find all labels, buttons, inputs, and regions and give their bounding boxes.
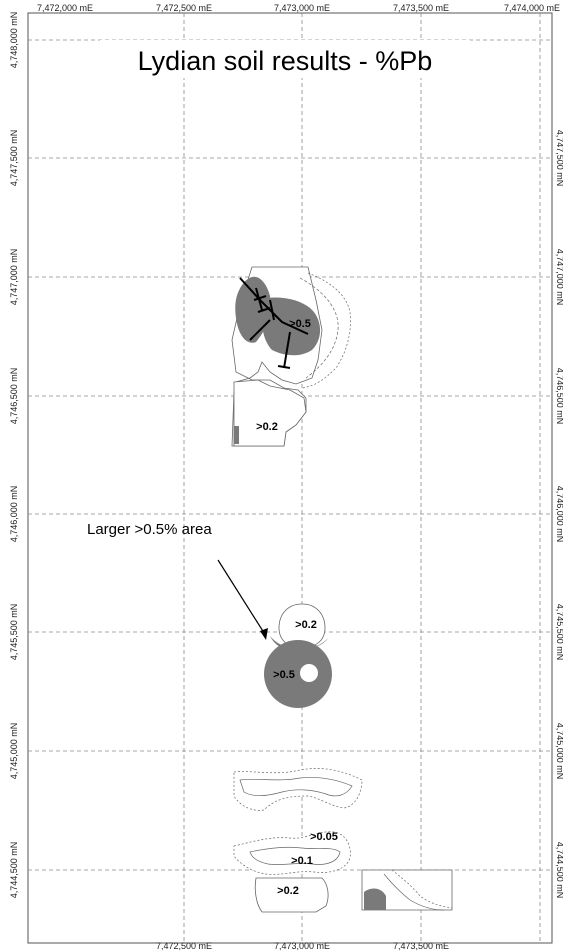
contour-label-mid-05: >0.5 [273,669,295,681]
drill-traces [239,277,309,369]
south-east-contour [391,869,453,909]
right-tick-label: 4,745,500 mN [555,604,563,661]
north-dashed-contour [299,277,339,379]
left-tick-label: 4,748,000 mN [9,12,19,69]
drillhole-trace [253,295,267,301]
drillhole-trace [239,277,309,335]
bottom-tick-label: 7,472,500 mE [156,941,212,951]
south-mid-outline [233,831,351,875]
right-axis: 4,747,500 mN 4,747,000 mN 4,746,500 mN 4… [555,130,563,899]
top-tick-label: 7,473,000 mE [274,3,330,13]
right-tick-label: 4,746,000 mN [555,486,563,543]
map-frame [27,12,553,944]
annotation-text: Larger >0.5% area [87,521,212,538]
contour-label-south-02: >0.2 [277,885,299,897]
right-tick-label: 4,747,000 mN [555,249,563,306]
left-tick-label: 4,745,000 mN [9,723,19,780]
right-tick-label: 4,744,500 mN [555,842,563,899]
north-anomaly: >0.5 >0.2 [231,266,351,447]
left-tick-label: 4,747,500 mN [9,130,19,187]
left-tick-label: 4,746,500 mN [9,368,19,425]
drillhole-trace [249,319,271,341]
annotation-arrow [217,559,268,640]
north-lower-block [233,379,307,447]
drillhole-trace [257,307,271,313]
left-tick-label: 4,744,500 mN [9,842,19,899]
contour-label-south-01: >0.1 [291,855,313,867]
top-tick-label: 7,473,500 mE [393,3,449,13]
contour-label-north-02: >0.2 [256,421,278,433]
left-axis: 4,748,000 mN 4,747,500 mN 4,747,000 mN 4… [9,12,19,899]
south-east-grey [364,888,386,910]
map-title: Lydian soil results - %Pb [138,46,433,76]
top-axis: 7,472,000 mE 7,472,500 mE 7,473,000 mE 7… [37,3,560,13]
left-tick-label: 4,747,000 mN [9,249,19,306]
contour-label-mid-02: >0.2 [295,619,317,631]
drillhole-trace [277,365,291,369]
drillhole-trace [283,331,291,369]
contour-label-north-05: >0.5 [289,318,311,330]
south-upper-inner [239,777,353,797]
south-anomaly: >0.05 >0.1 >0.2 [233,768,453,913]
drillhole-trace [269,299,275,321]
top-tick-label: 7,472,000 mE [37,3,93,13]
right-tick-label: 4,747,500 mN [555,130,563,187]
south-mid-inner [249,846,341,865]
north-high-grade-west [235,276,271,343]
bottom-tick-label: 7,473,000 mE [274,941,330,951]
bottom-tick-label: 7,473,500 mE [393,941,449,951]
contour-label-south-005: >0.05 [310,831,338,843]
mid-ring-hole [300,664,318,682]
left-tick-label: 4,745,500 mN [9,604,19,661]
middle-anomaly: >0.2 >0.5 [264,603,332,708]
right-tick-label: 4,746,500 mN [555,368,563,425]
top-tick-label: 7,472,500 mE [156,3,212,13]
south-lower-block [254,877,329,913]
mid-high-grade-ring [264,640,332,708]
bottom-axis: 7,472,500 mE 7,473,000 mE 7,473,500 mE [156,941,449,951]
right-tick-label: 4,745,000 mN [555,723,563,780]
title-backdrop [100,40,470,78]
north-grey-cell [234,426,239,444]
south-east-contour [383,873,445,911]
top-tick-label: 7,474,000 mE [504,3,560,13]
grid [28,13,552,943]
left-tick-label: 4,746,000 mN [9,486,19,543]
